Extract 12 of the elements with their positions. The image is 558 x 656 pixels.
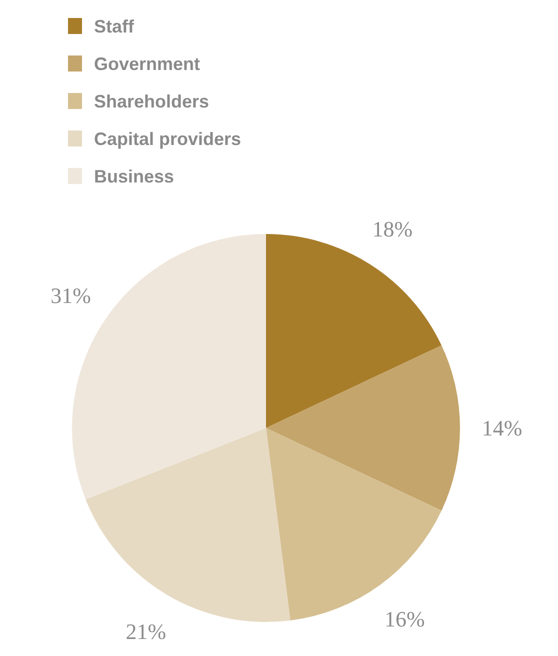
data-label: 31% bbox=[50, 283, 91, 308]
data-label: 14% bbox=[482, 416, 522, 441]
legend-label: Staff bbox=[94, 16, 136, 36]
data-label: 18% bbox=[372, 216, 413, 242]
legend-label: Business bbox=[94, 166, 174, 186]
data-label: 21% bbox=[126, 618, 166, 644]
pie-slice bbox=[266, 345, 460, 511]
legend-label: Government bbox=[94, 54, 200, 74]
legend-label: Capital providers bbox=[94, 128, 242, 149]
legend-label: Shareholders bbox=[94, 91, 210, 112]
data-label: 16% bbox=[384, 606, 425, 632]
pie-slice bbox=[86, 428, 290, 622]
